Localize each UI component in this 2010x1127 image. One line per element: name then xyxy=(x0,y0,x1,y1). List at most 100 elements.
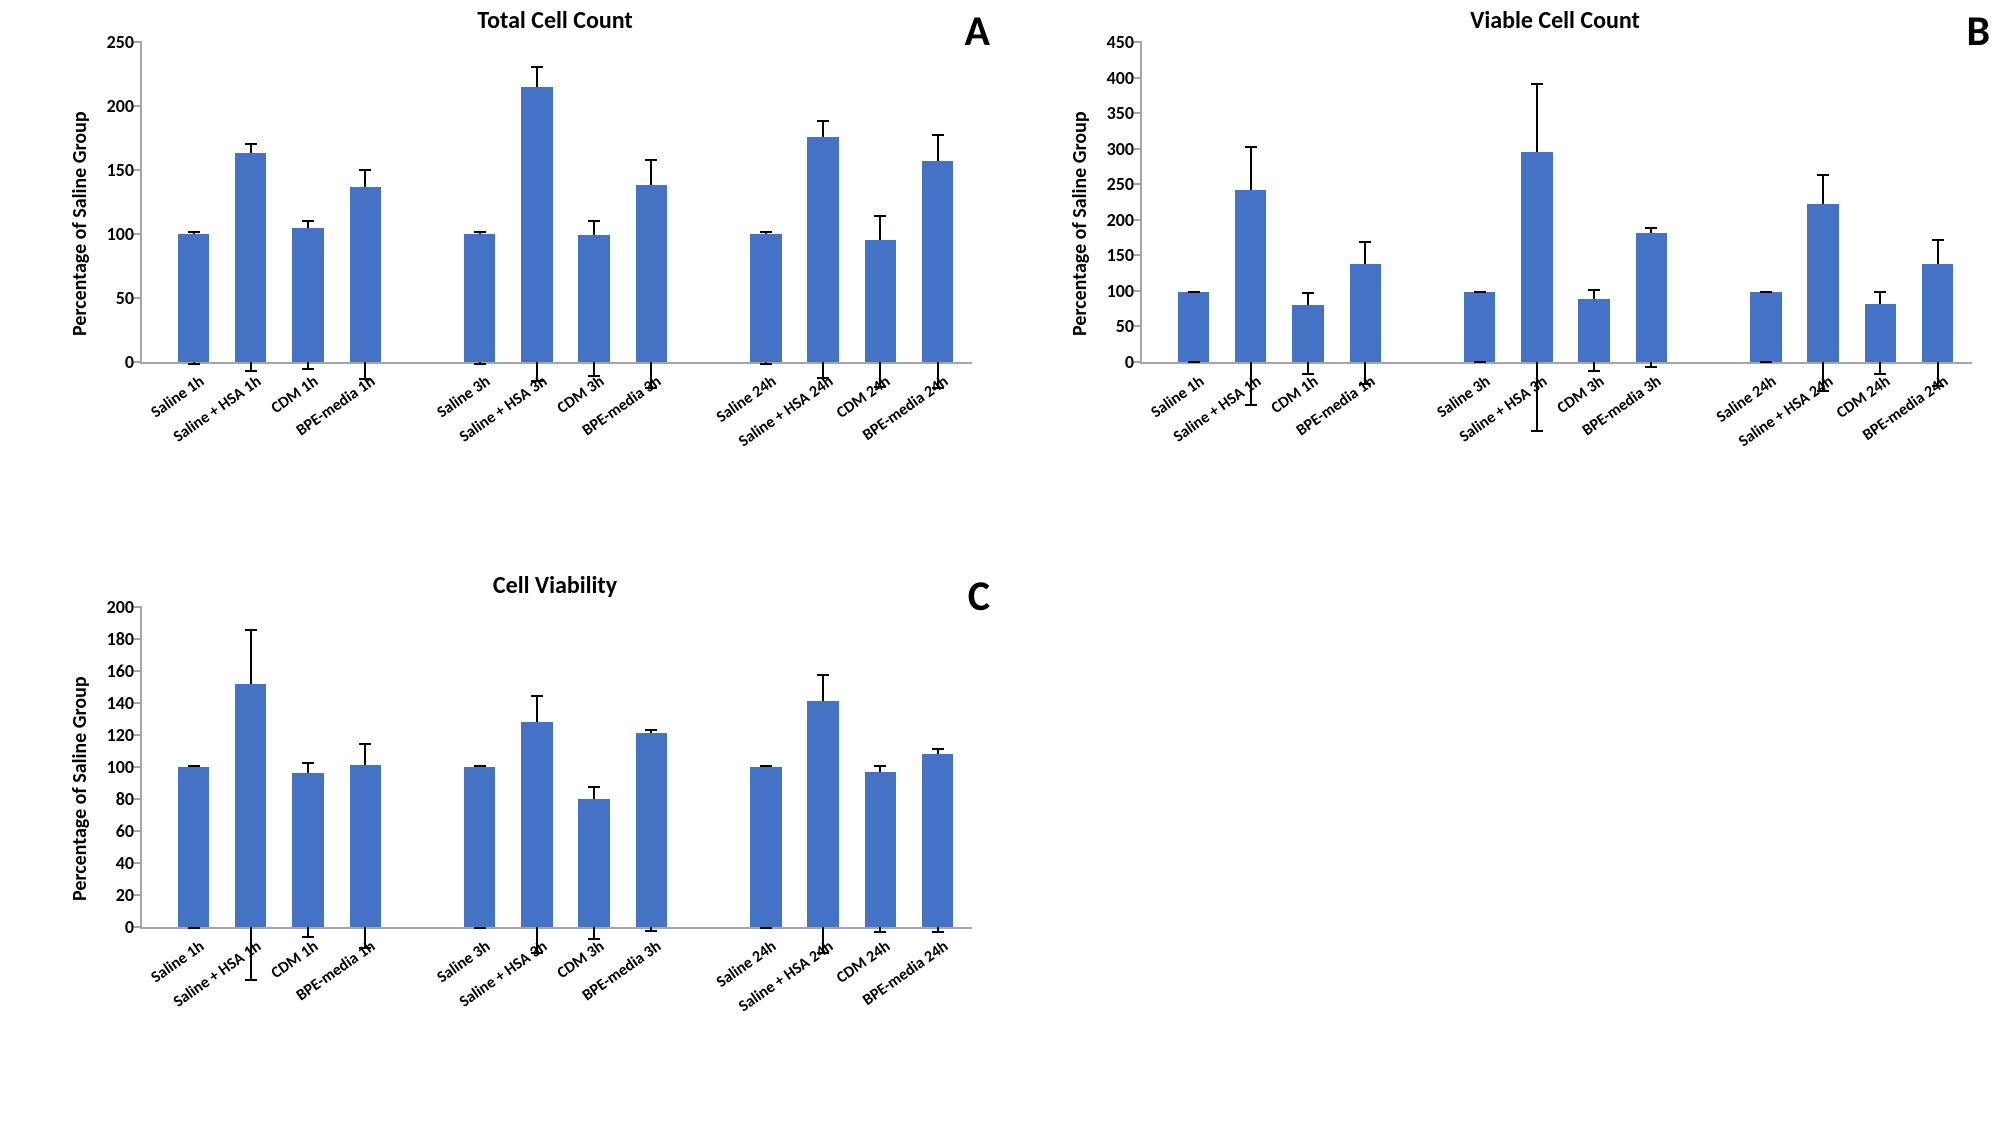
bar xyxy=(235,684,266,927)
error-bar-up xyxy=(1364,241,1366,264)
bar xyxy=(1922,264,1953,362)
error-bar-down xyxy=(1479,362,1481,363)
ytick-mark xyxy=(134,862,142,864)
ytick-mark xyxy=(134,361,142,363)
error-bar-up xyxy=(822,674,824,701)
error-bar-up xyxy=(1879,291,1881,304)
error-bar-down xyxy=(307,927,309,938)
ytick-label: 250 xyxy=(1107,173,1134,195)
y-axis-label: Percentage of Saline Group xyxy=(1068,112,1092,337)
panel-c: Cell ViabilityC0204060801001201401601802… xyxy=(20,565,1010,1125)
ytick-mark xyxy=(134,926,142,928)
ytick-label: 150 xyxy=(1107,244,1134,266)
bar xyxy=(1292,305,1323,362)
ytick-mark xyxy=(134,766,142,768)
ytick-mark xyxy=(134,830,142,832)
error-bar-up xyxy=(479,765,481,767)
bar xyxy=(178,767,209,927)
ytick-label: 160 xyxy=(107,660,134,682)
bar xyxy=(578,235,609,362)
panel-b: Viable Cell CountB0501001502002503003504… xyxy=(1020,0,2010,560)
ytick-mark xyxy=(134,638,142,640)
ytick-label: 100 xyxy=(107,223,134,245)
bar xyxy=(636,733,667,927)
bar xyxy=(1350,264,1381,362)
error-bar-up xyxy=(250,143,252,153)
ytick-mark xyxy=(134,894,142,896)
ytick-mark xyxy=(1134,112,1142,114)
bar xyxy=(521,722,552,927)
error-bar-up xyxy=(364,169,366,187)
ytick-mark xyxy=(1134,77,1142,79)
ytick-label: 100 xyxy=(1107,280,1134,302)
error-bar-up xyxy=(593,786,595,799)
error-bar-up xyxy=(822,120,824,137)
bar xyxy=(865,240,896,362)
bar xyxy=(750,234,781,362)
figure: Total Cell CountA050100150200250Percenta… xyxy=(0,0,2010,1127)
error-bar-up xyxy=(1650,227,1652,233)
ytick-mark xyxy=(134,670,142,672)
ytick-mark xyxy=(134,606,142,608)
error-bar-up xyxy=(193,231,195,234)
ytick-mark xyxy=(1134,148,1142,150)
error-bar-up xyxy=(479,231,481,234)
error-bar-up xyxy=(937,134,939,161)
bar xyxy=(807,701,838,927)
plot-area: 050100150200250300350400450 xyxy=(1140,42,1972,364)
bar xyxy=(350,187,381,362)
ytick-label: 450 xyxy=(1107,31,1134,53)
ytick-label: 50 xyxy=(116,287,134,309)
error-bar-up xyxy=(1479,291,1481,292)
error-bar-up xyxy=(650,729,652,734)
ytick-label: 20 xyxy=(116,884,134,906)
bar xyxy=(1865,304,1896,362)
panel-title: Cell Viability xyxy=(140,571,970,600)
error-bar-down xyxy=(193,362,195,365)
y-axis-label: Percentage of Saline Group xyxy=(68,112,92,337)
ytick-label: 120 xyxy=(107,724,134,746)
error-bar-up xyxy=(250,629,252,683)
ytick-mark xyxy=(134,297,142,299)
ytick-label: 0 xyxy=(125,916,134,938)
bar xyxy=(292,773,323,927)
bar xyxy=(464,234,495,362)
ytick-mark xyxy=(1134,361,1142,363)
ytick-label: 180 xyxy=(107,628,134,650)
error-bar-down xyxy=(1193,362,1195,363)
ytick-label: 150 xyxy=(107,159,134,181)
error-bar-up xyxy=(765,231,767,234)
ytick-label: 200 xyxy=(1107,209,1134,231)
error-bar-down xyxy=(250,362,252,372)
error-bar-up xyxy=(650,159,652,186)
error-bar-up xyxy=(536,695,538,722)
bar xyxy=(807,137,838,362)
error-bar-up xyxy=(193,765,195,767)
ytick-mark xyxy=(134,734,142,736)
error-bar-down xyxy=(650,927,652,932)
ytick-label: 300 xyxy=(1107,138,1134,160)
error-bar-up xyxy=(364,743,366,765)
error-bar-up xyxy=(1822,174,1824,204)
error-bar-up xyxy=(593,220,595,235)
error-bar-up xyxy=(536,66,538,86)
error-bar-down xyxy=(765,362,767,365)
ytick-mark xyxy=(134,233,142,235)
bar xyxy=(1178,292,1209,362)
panel-title: Viable Cell Count xyxy=(1140,6,1970,35)
error-bar-up xyxy=(307,220,309,228)
error-bar-down xyxy=(479,927,481,929)
ytick-label: 350 xyxy=(1107,102,1134,124)
bar xyxy=(521,87,552,362)
bar xyxy=(1807,204,1838,362)
error-bar-down xyxy=(307,362,309,370)
ytick-mark xyxy=(134,702,142,704)
error-bar-up xyxy=(1765,291,1767,292)
ytick-label: 50 xyxy=(1116,315,1134,337)
error-bar-up xyxy=(937,748,939,754)
ytick-mark xyxy=(134,105,142,107)
ytick-label: 0 xyxy=(1125,351,1134,373)
bar xyxy=(578,799,609,927)
bar xyxy=(178,234,209,362)
error-bar-down xyxy=(879,927,881,933)
